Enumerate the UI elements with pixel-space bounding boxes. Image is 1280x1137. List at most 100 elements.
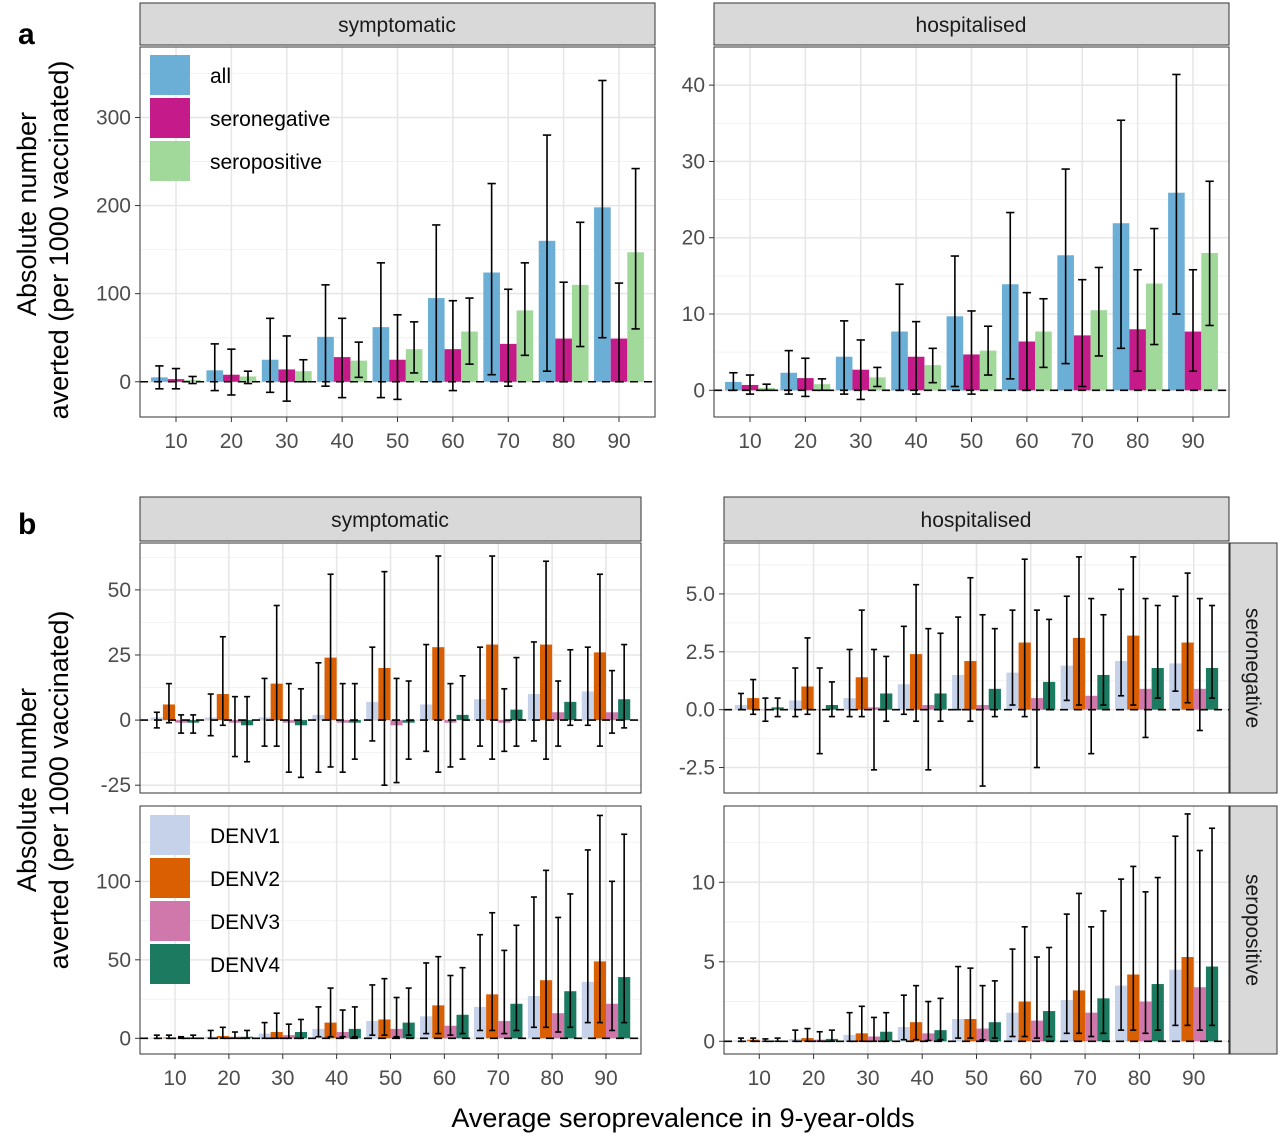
errorbar-a-symptomatic-seropositive-40	[354, 341, 363, 379]
errorbar-b-hospitalised-seronegative-DENV4-80	[1154, 604, 1161, 699]
errorbar-b-hospitalised-seronegative-DENV3-50	[979, 613, 986, 787]
legend-a-swatch-seropositive	[150, 141, 190, 181]
errorbar-a-symptomatic-seronegative-30	[282, 335, 291, 402]
errorbar-b-hospitalised-seropositive-DENV1-60	[1009, 948, 1016, 1038]
errorbar-a-symptomatic-seropositive-60	[465, 297, 474, 365]
errorbar-a-symptomatic-seronegative-10	[171, 367, 181, 390]
b-symptomatic-seronegative-y-tick-label: -25	[101, 774, 131, 797]
errorbar-b-hospitalised-seropositive-DENV1-80	[1118, 878, 1125, 1031]
errorbar-a-symptomatic-seronegative-20	[227, 348, 236, 396]
errorbar-b-hospitalised-seropositive-DENV4-10	[774, 1037, 781, 1043]
errorbar-b-symptomatic-seronegative-DENV3-10	[178, 714, 185, 734]
errorbar-b-symptomatic-seropositive-DENV2-70	[489, 911, 496, 1032]
b-symptomatic-seropositive-x-tick-label: 60	[433, 1067, 456, 1090]
strip-a-symptomatic-label: symptomatic	[338, 14, 456, 37]
a-symptomatic-x-tick-label: 80	[552, 430, 575, 453]
errorbar-b-hospitalised-seropositive-DENV3-60	[1033, 956, 1040, 1039]
errorbar-a-hospitalised-all-30	[839, 320, 849, 395]
legend-a-item-seropositive: seropositive	[150, 141, 322, 181]
errorbar-b-symptomatic-seronegative-DENV2-40	[327, 573, 334, 768]
errorbar-b-hospitalised-seronegative-DENV3-70	[1088, 597, 1095, 755]
strip-b-symptomatic: symptomatic	[139, 496, 642, 542]
errorbar-b-symptomatic-seropositive-DENV1-40	[315, 1006, 322, 1038]
strip-a-hospitalised: hospitalised	[713, 2, 1230, 46]
legend-b-label-DENV4: DENV4	[210, 954, 280, 977]
errorbar-b-hospitalised-seropositive-DENV4-80	[1154, 876, 1161, 1031]
y-axis-title-a-line2: averted (per 1000 vaccinated)	[44, 61, 74, 420]
legend-a-item-seronegative: seronegative	[150, 98, 330, 138]
errorbar-b-hospitalised-seronegative-DENV3-30	[870, 648, 878, 771]
errorbar-b-symptomatic-seronegative-DENV3-50	[393, 677, 400, 784]
errorbar-b-hospitalised-seropositive-DENV2-40	[913, 984, 920, 1041]
b-hospitalised-seropositive-x-tick-label: 40	[911, 1067, 934, 1090]
errorbar-b-symptomatic-seropositive-DENV1-70	[477, 933, 484, 1032]
errorbar-b-hospitalised-seropositive-DENV2-60	[1021, 926, 1028, 1038]
errorbar-b-symptomatic-seropositive-DENV2-60	[435, 955, 442, 1035]
errorbar-b-hospitalised-seronegative-DENV1-70	[1063, 595, 1070, 702]
legend-a-item-all: all	[150, 55, 231, 95]
errorbar-b-hospitalised-seropositive-DENV3-80	[1142, 891, 1149, 1035]
b-symptomatic-seropositive-y-tick-label: 100	[96, 870, 131, 893]
plot-b-symptomatic-seronegative: -25 0 25 50	[101, 542, 642, 797]
errorbar-b-hospitalised-seronegative-DENV1-30	[846, 648, 853, 718]
legend-a-swatch-seronegative	[150, 98, 190, 138]
a-hospitalised-x-tick-label: 20	[794, 430, 817, 453]
errorbar-a-hospitalised-all-50	[950, 255, 960, 388]
errorbar-b-hospitalised-seropositive-DENV3-20	[816, 1030, 823, 1043]
errorbar-b-symptomatic-seronegative-DENV3-90	[609, 669, 616, 734]
errorbar-a-hospitalised-all-80	[1116, 119, 1126, 350]
b-symptomatic-seropositive-y-tick-label: 50	[108, 949, 131, 972]
errorbar-a-symptomatic-all-10	[155, 365, 164, 390]
b-symptomatic-seronegative-border	[139, 542, 642, 794]
legend-b-item-DENV3: DENV3	[150, 901, 280, 941]
legend-b-label-DENV2: DENV2	[210, 868, 280, 891]
errorbar-a-symptomatic-seronegative-40	[337, 317, 347, 399]
legend-b-label-DENV1: DENV1	[210, 825, 280, 848]
panel-b-tag: b	[18, 508, 36, 541]
errorbar-b-hospitalised-seronegative-DENV4-20	[828, 681, 835, 718]
errorbar-a-symptomatic-all-90	[598, 79, 607, 339]
strip-b-hospitalised: hospitalised	[723, 496, 1230, 542]
b-hospitalised-seropositive-x-tick-label: 60	[1019, 1067, 1042, 1090]
errorbar-b-symptomatic-seropositive-DENV2-30	[273, 1012, 280, 1040]
errorbar-b-symptomatic-seronegative-DENV3-20	[231, 695, 238, 758]
legend-a: all seronegative seropositive	[150, 55, 330, 181]
legend-b-swatch-DENV1	[150, 815, 190, 855]
errorbar-b-hospitalised-seronegative-DENV2-80	[1130, 556, 1137, 706]
plot-b-symptomatic-seropositive: 0 50 100 10 20 30 40 50 60 70 80 90	[96, 805, 642, 1090]
b-hospitalised-seronegative-y-tick-label: 5.0	[686, 583, 715, 606]
errorbar-b-hospitalised-seronegative-DENV2-10	[750, 678, 757, 716]
errorbar-b-symptomatic-seronegative-DENV2-30	[273, 604, 280, 747]
errorbar-b-hospitalised-seronegative-DENV2-40	[913, 583, 920, 723]
errorbar-b-hospitalised-seronegative-DENV3-80	[1142, 597, 1149, 739]
errorbar-b-hospitalised-seropositive-DENV3-90	[1196, 849, 1203, 1031]
errorbar-a-symptomatic-all-80	[542, 134, 552, 372]
errorbar-b-symptomatic-seropositive-DENV2-90	[596, 814, 603, 1024]
errorbar-a-hospitalised-seronegative-80	[1133, 268, 1142, 373]
b-hospitalised-seropositive-x-tick-label: 10	[748, 1067, 771, 1090]
errorbar-b-symptomatic-seropositive-DENV2-80	[543, 869, 550, 1029]
errorbar-b-hospitalised-seronegative-DENV3-90	[1196, 597, 1203, 732]
errorbar-b-hospitalised-seronegative-DENV2-70	[1075, 556, 1083, 706]
errorbar-a-symptomatic-all-30	[265, 317, 275, 394]
errorbar-b-symptomatic-seronegative-DENV4-60	[459, 675, 466, 760]
errorbar-b-symptomatic-seronegative-DENV3-30	[285, 682, 292, 773]
a-hospitalised-x-tick-label: 70	[1071, 430, 1094, 453]
errorbar-b-hospitalised-seropositive-DENV3-50	[979, 984, 986, 1041]
b-symptomatic-seropositive-y-tick-label: 0	[119, 1027, 131, 1050]
errorbar-a-symptomatic-seropositive-90	[631, 167, 640, 330]
b-hospitalised-seropositive-x-tick-label: 90	[1182, 1067, 1205, 1090]
legend-b-swatch-DENV2	[150, 858, 190, 898]
errorbar-a-symptomatic-seropositive-80	[576, 221, 585, 348]
errorbar-a-hospitalised-all-70	[1061, 168, 1070, 365]
strip-b-row-seropositive: seropositive	[1229, 805, 1278, 1055]
errorbar-b-symptomatic-seronegative-DENV2-90	[596, 573, 603, 747]
errorbar-b-hospitalised-seropositive-DENV4-90	[1208, 827, 1216, 1027]
a-hospitalised-x-tick-label: 60	[1015, 430, 1038, 453]
errorbar-b-hospitalised-seropositive-DENV2-80	[1130, 865, 1137, 1031]
errorbar-a-hospitalised-all-90	[1172, 73, 1181, 315]
a-symptomatic-x-tick-label: 70	[497, 430, 520, 453]
errorbar-b-hospitalised-seronegative-DENV4-30	[883, 655, 890, 723]
errorbar-a-symptomatic-seronegative-60	[448, 299, 458, 392]
errorbar-b-symptomatic-seropositive-DENV4-70	[513, 924, 520, 1032]
